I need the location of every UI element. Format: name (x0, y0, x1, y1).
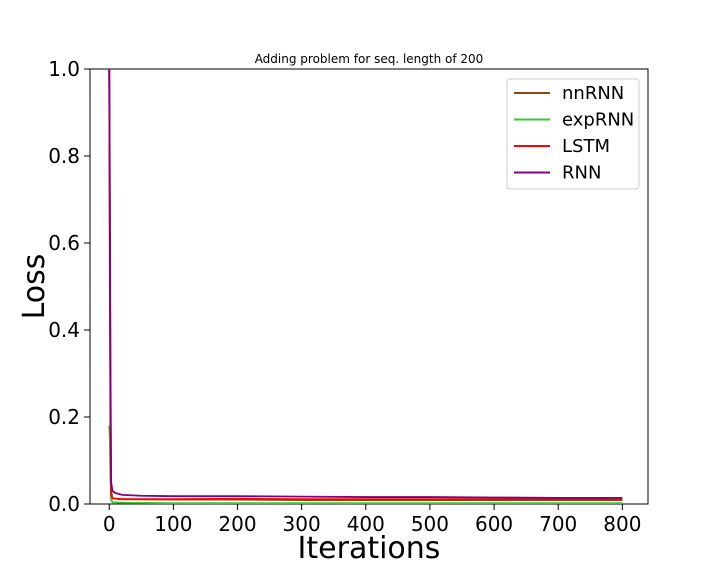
legend-box (506, 78, 640, 190)
x-axis-title: Iterations (298, 531, 441, 566)
y-axis-title: Loss (17, 254, 52, 320)
legend-label: LSTM (562, 136, 610, 157)
x-tick-label: 800 (603, 512, 641, 536)
y-tick-label: 0.0 (48, 492, 80, 516)
y-tick-label: 0.2 (48, 405, 80, 429)
x-tick-label: 100 (154, 512, 192, 536)
x-tick-label: 0 (103, 512, 116, 536)
x-tick-label: 200 (218, 512, 256, 536)
legend-label: expRNN (562, 110, 634, 131)
x-tick-label: 700 (539, 512, 577, 536)
x-tick-label: 500 (411, 512, 449, 536)
x-axis: 0 100 200 300 400 500 600 700 800 (103, 504, 641, 536)
x-tick-label: 300 (283, 512, 321, 536)
chart-title: Adding problem for seq. length of 200 (255, 52, 484, 66)
y-tick-label: 0.4 (48, 318, 80, 342)
x-tick-label: 600 (475, 512, 513, 536)
series-lines (108, 69, 623, 504)
legend-label: RNN (562, 163, 601, 184)
y-tick-label: 0.8 (48, 144, 80, 168)
y-tick-label: 1.0 (48, 57, 80, 81)
y-axis: 0.0 0.2 0.4 0.6 0.8 1.0 (48, 57, 90, 516)
y-tick-label: 0.6 (48, 231, 80, 255)
series-line-exprnn (108, 425, 623, 504)
series-line-rnn (108, 69, 623, 499)
legend: nnRNN expRNN LSTM RNN (506, 78, 640, 190)
legend-label: nnRNN (562, 83, 624, 104)
x-tick-label: 400 (347, 512, 385, 536)
